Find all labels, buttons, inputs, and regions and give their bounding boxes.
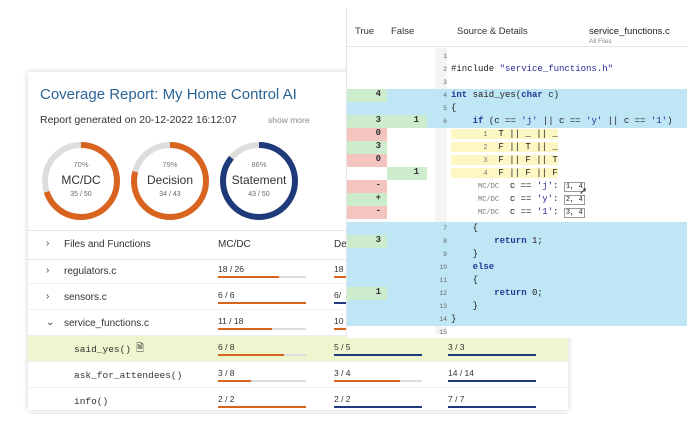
- metric-mcdc: 18 / 26: [218, 264, 306, 280]
- expand-all-chevron-icon[interactable]: ›: [46, 238, 50, 249]
- mcdc-row: - MC/DC c == 'j': 1, 4: [347, 180, 687, 193]
- gauge-label: Decision: [146, 173, 194, 187]
- metric-dec: 5 / 5: [334, 342, 422, 358]
- report-title: Coverage Report: My Home Control AI: [40, 86, 297, 103]
- file-title: service_functions.c: [589, 26, 670, 37]
- metric-mcdc: 6 / 6: [218, 290, 306, 306]
- row-name[interactable]: sensors.c: [64, 292, 107, 303]
- header-mcdc[interactable]: MC/DC: [218, 239, 251, 250]
- row-name[interactable]: info(): [74, 396, 109, 407]
- header-files[interactable]: Files and Functions: [64, 239, 151, 250]
- truth-row: 0 3 F || F || T: [347, 154, 687, 167]
- row-name[interactable]: ask_for_attendees(): [74, 370, 183, 381]
- chevron-down-icon[interactable]: ⌄: [46, 317, 55, 328]
- gauge-fraction: 35 / 50: [70, 191, 92, 198]
- row-name[interactable]: said_yes(): [74, 344, 132, 355]
- document-icon[interactable]: 🗎: [136, 343, 145, 354]
- col-details[interactable]: Source & Details: [457, 26, 528, 37]
- code-line: 1 12 return 0;: [347, 287, 687, 300]
- code-line: 13 }: [347, 300, 687, 313]
- metric-stmt: 3 / 3: [448, 342, 536, 358]
- gauge-statement: 86% Statement 43 / 50: [218, 140, 300, 222]
- col-false[interactable]: False: [391, 26, 415, 37]
- report-generated-date: Report generated on 20-12-2022 16:12:07: [40, 114, 237, 126]
- metric-mcdc: 6 / 8: [218, 342, 306, 358]
- row-name[interactable]: regulators.c: [64, 266, 117, 277]
- mcdc-row: + MC/DC c == 'y': 2, 4: [347, 193, 687, 206]
- code-line: 14}: [347, 313, 687, 326]
- metric-mcdc: 3 / 8: [218, 368, 306, 384]
- code-line: 11 {: [347, 274, 687, 287]
- code-line: 7 {: [347, 222, 687, 235]
- table-row[interactable]: said_yes() 🗎 6 / 8 5 / 5 3 / 3: [28, 336, 568, 362]
- source-panel: True False Source & Details service_func…: [346, 8, 687, 338]
- metric-stmt: 7 / 7: [448, 394, 536, 410]
- gauge-label: Statement: [231, 173, 287, 187]
- gauge-decision: 79% Decision 34 / 43: [129, 140, 211, 222]
- code-line: 5{: [347, 102, 687, 115]
- file-breadcrumb[interactable]: All Files: [589, 38, 612, 45]
- header-decision[interactable]: De: [334, 239, 347, 250]
- truth-row: 1 4 F || F || F: [347, 167, 687, 180]
- table-header: › Files and Functions MC/DC De: [28, 230, 568, 260]
- col-true[interactable]: True: [355, 26, 375, 37]
- table-row[interactable]: ask_for_attendees() 3 / 8 3 / 4 14 / 14: [28, 362, 568, 388]
- code-line: 3: [443, 79, 447, 86]
- gauge-percent: 86%: [251, 160, 267, 169]
- metric-mcdc: 2 / 2: [218, 394, 306, 410]
- truth-row: 3 2 F || T || _: [347, 141, 687, 154]
- mcdc-row: - MC/DC c == '1': 3, 4: [347, 206, 687, 219]
- gauge-percent: 70%: [73, 160, 89, 169]
- code-line: 9 }: [347, 248, 687, 261]
- metric-dec: 2 / 2: [334, 394, 422, 410]
- show-more-link[interactable]: show more: [268, 115, 310, 125]
- gauge-fraction: 43 / 50: [248, 191, 270, 198]
- gauge-percent: 79%: [162, 160, 178, 169]
- metric-mcdc: 11 / 18: [218, 316, 306, 332]
- chevron-right-icon[interactable]: ›: [46, 291, 50, 302]
- metric-stmt: 14 / 14: [448, 368, 536, 384]
- truth-row: 0 1 T || _ || _: [347, 128, 687, 141]
- table-row[interactable]: info() 2 / 2 2 / 2 7 / 7: [28, 388, 568, 414]
- code-line: 10 else: [347, 261, 687, 274]
- mouse-cursor-icon: ➚: [579, 186, 588, 197]
- row-name[interactable]: service_functions.c: [64, 318, 150, 329]
- gauge-label: MC/DC: [61, 173, 101, 187]
- code-line: 15: [439, 329, 447, 336]
- metric-dec: 3 / 4: [334, 368, 422, 384]
- gauge-fraction: 34 / 43: [159, 191, 181, 198]
- chevron-right-icon[interactable]: ›: [46, 265, 50, 276]
- code-line: 1: [443, 53, 447, 60]
- gauge-mcdc: 70% MC/DC 35 / 50: [40, 140, 122, 222]
- code-line: 2 #include "service_functions.h": [443, 64, 614, 74]
- source-header: True False Source & Details service_func…: [347, 8, 687, 47]
